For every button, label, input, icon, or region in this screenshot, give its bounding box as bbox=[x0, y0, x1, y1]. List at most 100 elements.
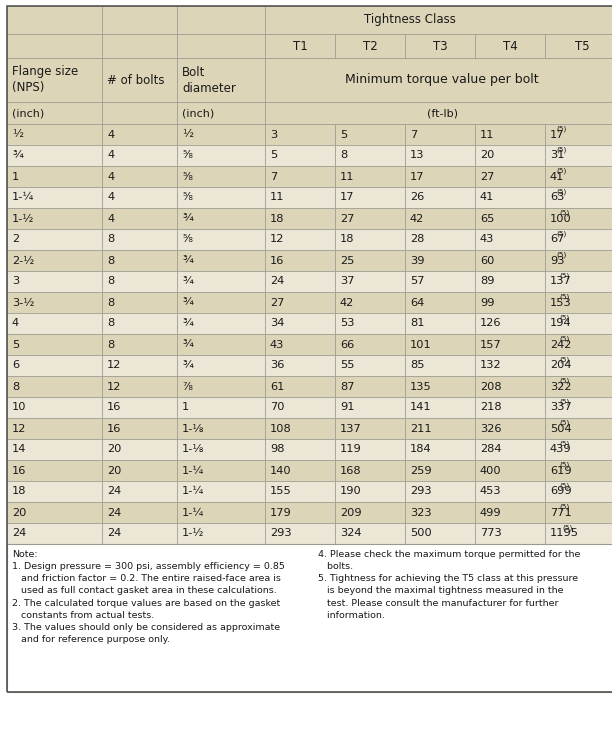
Text: (5): (5) bbox=[559, 483, 569, 489]
Bar bbox=[475, 376, 545, 397]
Bar bbox=[405, 187, 475, 208]
Text: 8: 8 bbox=[107, 255, 114, 266]
Text: 137: 137 bbox=[550, 277, 572, 286]
Text: 93: 93 bbox=[550, 255, 564, 266]
Text: 132: 132 bbox=[480, 361, 502, 371]
Bar bbox=[545, 502, 612, 523]
Text: 43: 43 bbox=[480, 234, 494, 245]
Text: 37: 37 bbox=[340, 277, 354, 286]
Bar bbox=[177, 271, 265, 292]
Text: 16: 16 bbox=[270, 255, 285, 266]
Bar bbox=[335, 271, 405, 292]
Text: (5): (5) bbox=[559, 210, 569, 216]
Text: ⁵⁄₈: ⁵⁄₈ bbox=[182, 150, 193, 161]
Text: 63: 63 bbox=[550, 193, 564, 202]
Bar bbox=[102, 481, 177, 502]
Bar bbox=[102, 502, 177, 523]
Text: 20: 20 bbox=[480, 150, 494, 161]
Text: 211: 211 bbox=[410, 423, 431, 434]
Bar bbox=[7, 124, 102, 145]
Text: 55: 55 bbox=[340, 361, 354, 371]
Text: 1: 1 bbox=[12, 172, 19, 182]
Text: Minimum torque value per bolt: Minimum torque value per bolt bbox=[345, 74, 539, 86]
Bar bbox=[335, 34, 405, 58]
Bar bbox=[177, 229, 265, 250]
Bar bbox=[177, 481, 265, 502]
Text: 4: 4 bbox=[107, 172, 114, 182]
Text: 65: 65 bbox=[480, 213, 494, 223]
Text: 204: 204 bbox=[550, 361, 572, 371]
Text: 42: 42 bbox=[410, 213, 424, 223]
Text: (5): (5) bbox=[559, 335, 569, 342]
Text: 34: 34 bbox=[270, 318, 285, 328]
Bar bbox=[545, 187, 612, 208]
Bar bbox=[265, 208, 335, 229]
Text: 100: 100 bbox=[550, 213, 572, 223]
Text: 4: 4 bbox=[12, 318, 19, 328]
Text: 7: 7 bbox=[270, 172, 277, 182]
Bar bbox=[265, 6, 612, 34]
Bar bbox=[177, 6, 265, 34]
Bar bbox=[102, 313, 177, 334]
Bar bbox=[545, 292, 612, 313]
Bar bbox=[7, 250, 102, 271]
Text: (5): (5) bbox=[556, 167, 566, 174]
Bar bbox=[265, 502, 335, 523]
Bar bbox=[475, 502, 545, 523]
Bar bbox=[545, 166, 612, 187]
Bar bbox=[265, 460, 335, 481]
Text: 13: 13 bbox=[410, 150, 425, 161]
Text: (5): (5) bbox=[559, 419, 569, 426]
Text: 135: 135 bbox=[410, 382, 431, 391]
Text: 12: 12 bbox=[107, 382, 121, 391]
Bar bbox=[265, 250, 335, 271]
Bar bbox=[102, 6, 177, 34]
Text: 4: 4 bbox=[107, 213, 114, 223]
Bar bbox=[102, 376, 177, 397]
Bar bbox=[475, 523, 545, 544]
Text: 28: 28 bbox=[410, 234, 424, 245]
Text: Note:
1. Design pressure = 300 psi, assembly efficiency = 0.85
   and friction f: Note: 1. Design pressure = 300 psi, asse… bbox=[12, 550, 285, 644]
Bar bbox=[177, 334, 265, 355]
Text: 16: 16 bbox=[107, 423, 121, 434]
Bar bbox=[177, 58, 265, 102]
Text: 2: 2 bbox=[12, 234, 19, 245]
Bar bbox=[265, 397, 335, 418]
Bar bbox=[7, 292, 102, 313]
Bar bbox=[475, 313, 545, 334]
Text: 43: 43 bbox=[270, 339, 285, 350]
Bar bbox=[7, 187, 102, 208]
Text: 53: 53 bbox=[340, 318, 354, 328]
Text: ⁵⁄₈: ⁵⁄₈ bbox=[182, 234, 193, 245]
Bar bbox=[102, 250, 177, 271]
Text: 99: 99 bbox=[480, 298, 494, 307]
Text: 42: 42 bbox=[340, 298, 354, 307]
Text: 4: 4 bbox=[107, 129, 114, 139]
Bar bbox=[545, 376, 612, 397]
Bar bbox=[475, 418, 545, 439]
Text: 1-½: 1-½ bbox=[182, 529, 204, 539]
Bar bbox=[335, 292, 405, 313]
Bar bbox=[177, 145, 265, 166]
Text: 64: 64 bbox=[410, 298, 424, 307]
Bar bbox=[102, 208, 177, 229]
Bar bbox=[265, 124, 335, 145]
Bar bbox=[405, 250, 475, 271]
Text: 3: 3 bbox=[270, 129, 277, 139]
Text: 18: 18 bbox=[12, 486, 26, 496]
Text: 17: 17 bbox=[550, 129, 564, 139]
Bar bbox=[545, 355, 612, 376]
Text: ¾: ¾ bbox=[182, 255, 193, 266]
Bar bbox=[335, 313, 405, 334]
Text: 41: 41 bbox=[480, 193, 494, 202]
Bar bbox=[335, 229, 405, 250]
Bar bbox=[102, 460, 177, 481]
Bar bbox=[335, 481, 405, 502]
Bar bbox=[7, 502, 102, 523]
Text: T3: T3 bbox=[433, 39, 447, 53]
Bar bbox=[475, 292, 545, 313]
Bar bbox=[265, 334, 335, 355]
Text: (ft-lb): (ft-lb) bbox=[427, 108, 458, 118]
Bar bbox=[475, 34, 545, 58]
Bar bbox=[265, 439, 335, 460]
